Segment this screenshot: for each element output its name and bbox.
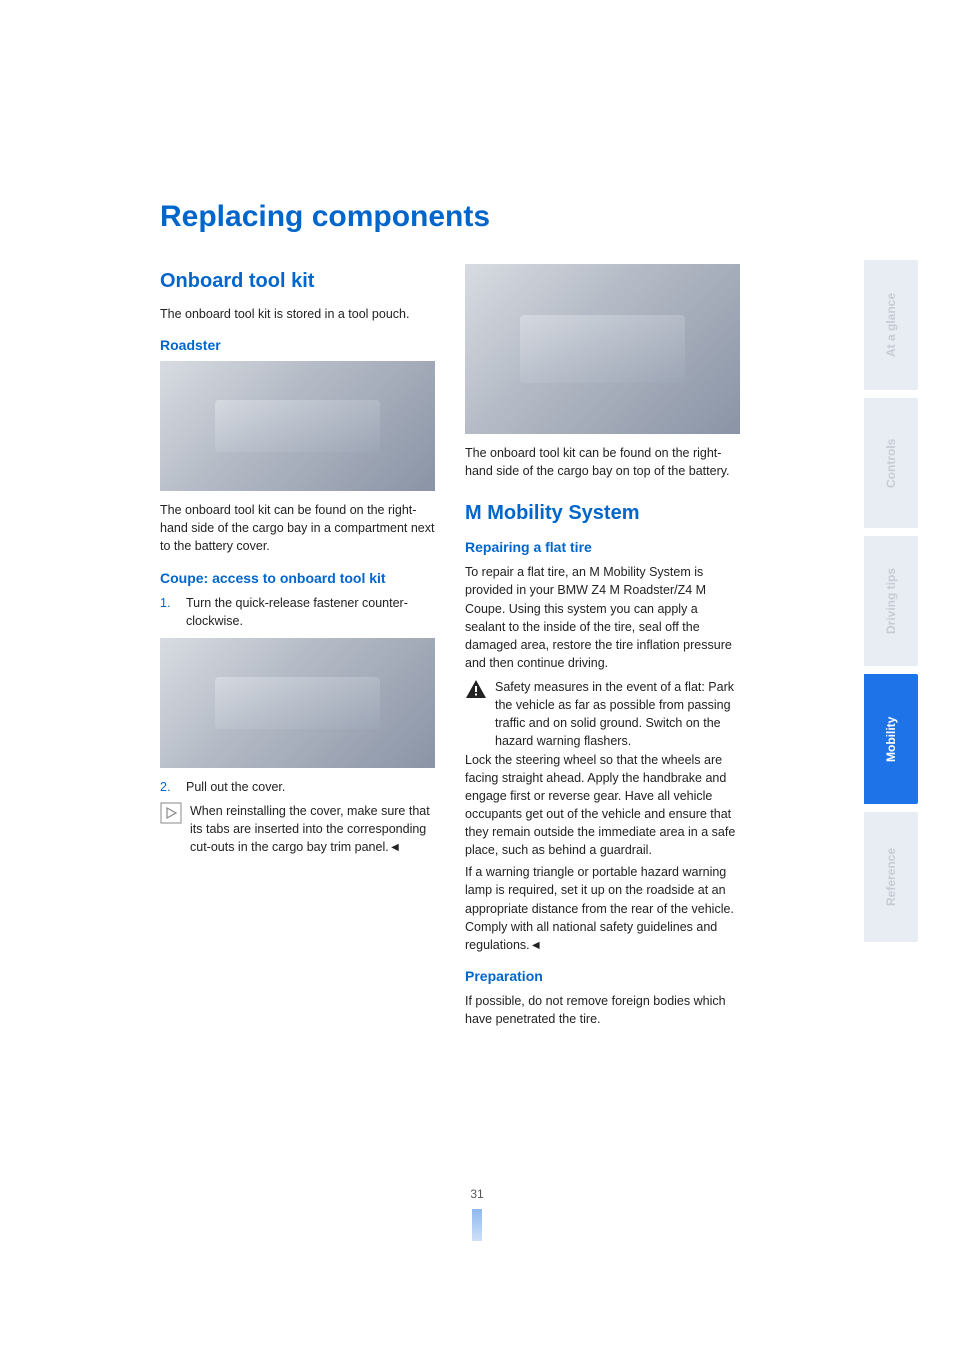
step-number: 1. [160, 594, 174, 630]
intro-text: The onboard tool kit is stored in a tool… [160, 305, 435, 323]
step-2: 2. Pull out the cover. [160, 778, 435, 796]
heading-roadster: Roadster [160, 337, 435, 353]
step-text: Turn the quick-release fastener counter-… [186, 594, 435, 630]
right-column: The onboard tool kit can be found on the… [465, 264, 740, 1032]
para-preparation: If possible, do not remove foreign bodie… [465, 992, 740, 1028]
image-roadster-cargo-bay [160, 361, 435, 491]
para-repairing-flat: To repair a flat tire, an M Mobility Sys… [465, 563, 740, 672]
step-number: 2. [160, 778, 174, 796]
warning-lead-text: Safety measures in the event of a flat: … [495, 678, 740, 751]
heading-m-mobility: M Mobility System [465, 502, 740, 525]
page-number: 31 [470, 1187, 483, 1201]
two-column-layout: Onboard tool kit The onboard tool kit is… [160, 264, 740, 1032]
page-number-bar-icon [472, 1209, 482, 1241]
warning-body-text: Lock the steering wheel so that the whee… [465, 751, 740, 860]
warning-block: Safety measures in the event of a flat: … [465, 678, 740, 751]
triangle-play-icon [160, 802, 182, 824]
caption-coupe-top: The onboard tool kit can be found on the… [465, 444, 740, 480]
tab-reference[interactable]: Reference [864, 812, 918, 942]
left-column: Onboard tool kit The onboard tool kit is… [160, 264, 435, 1032]
heading-repairing-flat: Repairing a flat tire [465, 539, 740, 555]
tab-driving-tips[interactable]: Driving tips [864, 536, 918, 666]
heading-preparation: Preparation [465, 968, 740, 984]
page-title: Replacing components [160, 200, 740, 234]
note-block: When reinstalling the cover, make sure t… [160, 802, 435, 856]
note-text: When reinstalling the cover, make sure t… [190, 802, 435, 856]
steps-list-2: 2. Pull out the cover. [160, 778, 435, 796]
tab-at-a-glance[interactable]: At a glance [864, 260, 918, 390]
side-nav-tabs: At a glance Controls Driving tips Mobili… [864, 260, 918, 942]
step-1: 1. Turn the quick-release fastener count… [160, 594, 435, 630]
step-text: Pull out the cover. [186, 778, 285, 796]
warning-tail-text: If a warning triangle or portable hazard… [465, 863, 740, 954]
image-coupe-fastener [160, 638, 435, 768]
heading-coupe-access: Coupe: access to onboard tool kit [160, 570, 435, 586]
warning-triangle-icon [465, 678, 487, 700]
page-content: Replacing components Onboard tool kit Th… [0, 0, 820, 1092]
tab-controls[interactable]: Controls [864, 398, 918, 528]
steps-list: 1. Turn the quick-release fastener count… [160, 594, 435, 630]
caption-roadster: The onboard tool kit can be found on the… [160, 501, 435, 555]
tab-mobility[interactable]: Mobility [864, 674, 918, 804]
image-coupe-battery-top [465, 264, 740, 434]
heading-onboard-tool-kit: Onboard tool kit [160, 270, 435, 293]
